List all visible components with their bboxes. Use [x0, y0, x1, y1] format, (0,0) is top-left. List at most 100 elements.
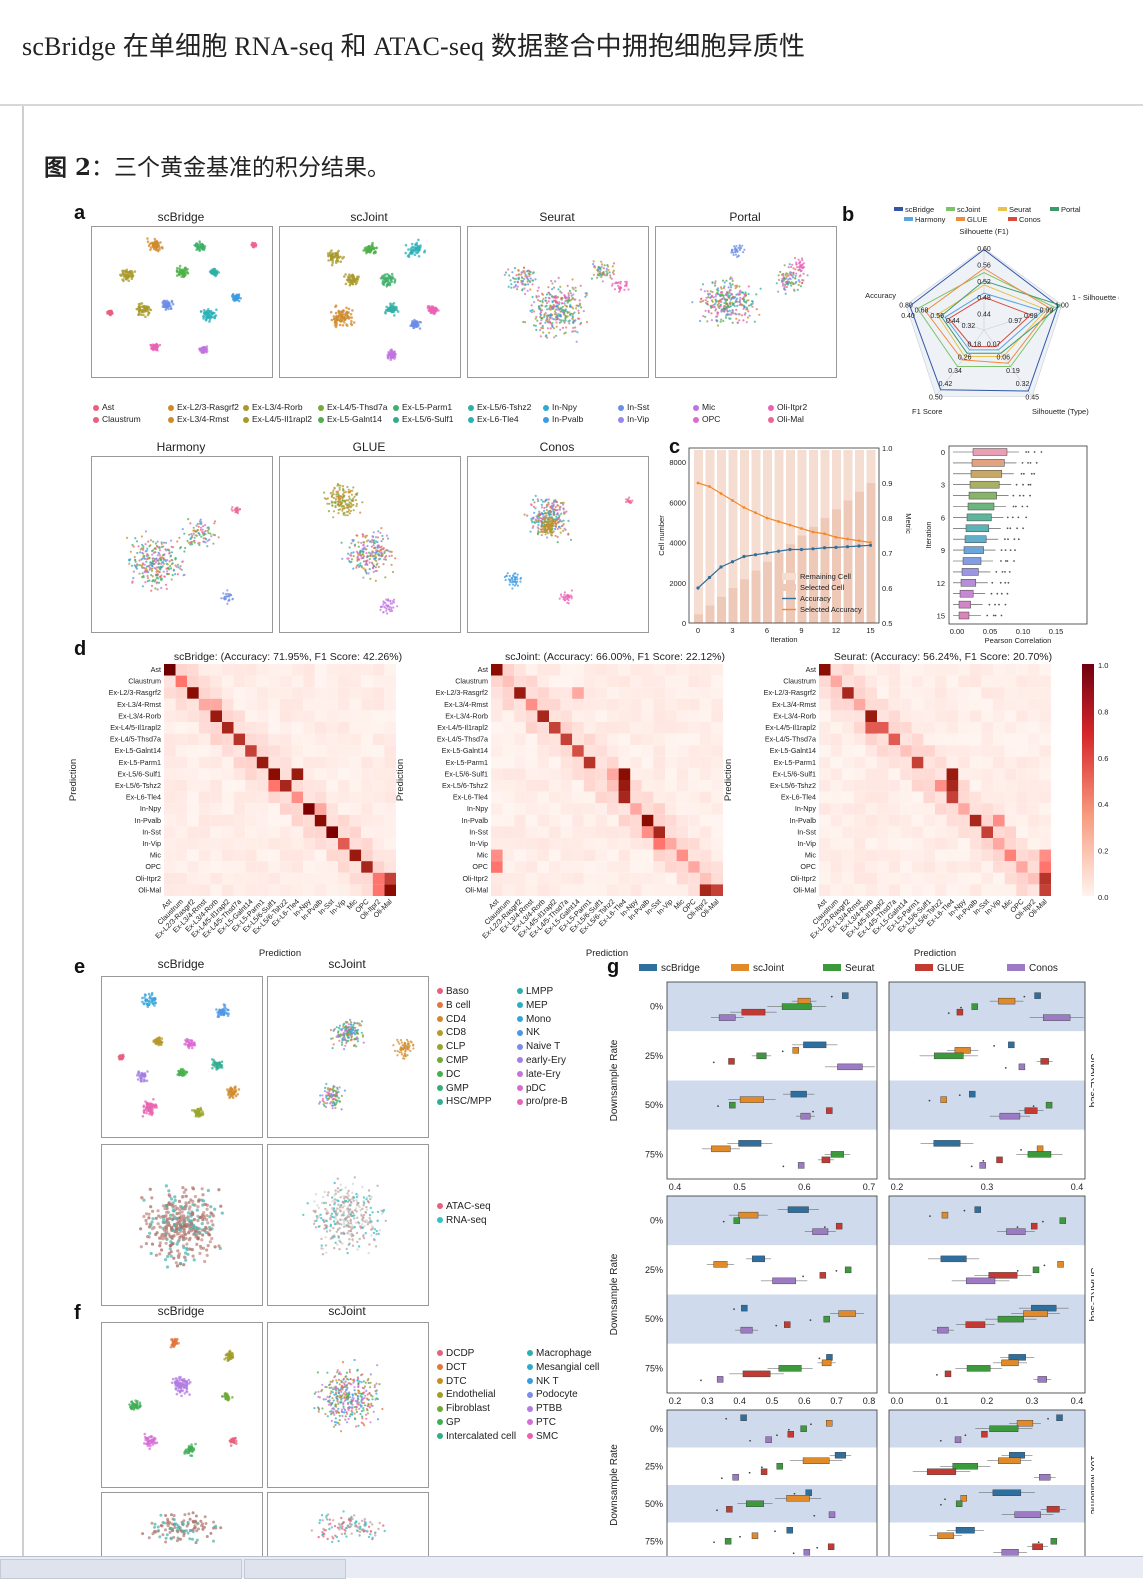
heatmap-cell — [854, 815, 866, 827]
legend-label: scBridge — [661, 963, 700, 974]
heatmap-cell — [854, 792, 866, 804]
taskbar-tab[interactable] — [244, 1559, 346, 1579]
heatmap-row-label: Mic — [805, 851, 817, 860]
heatmap-cell — [1005, 826, 1017, 838]
legend-label: Selected Accuracy — [800, 605, 862, 614]
heatmap-cell — [711, 838, 723, 850]
box — [945, 1371, 951, 1377]
heatmap-cell — [947, 850, 959, 862]
legend-label: GMP — [446, 1083, 469, 1094]
heatmap-cell — [315, 699, 327, 711]
heatmap-cell — [280, 873, 292, 885]
legend-label: GLUE — [967, 215, 987, 224]
heatmap-cell — [947, 838, 959, 850]
heatmap-cell — [292, 850, 304, 862]
legend-item: Mic — [693, 402, 715, 412]
outlier-point — [813, 1515, 815, 1517]
heatmap-cell — [607, 687, 619, 699]
heatmap-cell — [1028, 815, 1040, 827]
heatmap-cell — [653, 861, 665, 873]
legend-label: LMPP — [526, 986, 553, 997]
legend-item: Mesangial cell — [527, 1362, 599, 1373]
heatmap-cell — [514, 745, 526, 757]
legend-label: Podocyte — [536, 1389, 578, 1400]
legend-label: Ex-L4/5-Thsd7a — [327, 402, 387, 412]
band-75% — [667, 1523, 877, 1557]
heatmap-cell — [384, 873, 396, 885]
box — [956, 1501, 962, 1507]
heatmap-row-label: Ex-L4/5-Il1rapl2 — [110, 723, 161, 732]
heatmap-row-label: Ex-L5/6-Tshz2 — [442, 781, 488, 790]
panel-label-e: e — [74, 956, 85, 979]
heatmap-cell — [584, 710, 596, 722]
axis-label: Cell number — [657, 515, 666, 556]
taskbar-tab[interactable] — [0, 1559, 242, 1579]
outlier-point — [831, 996, 833, 998]
heatmap-cell — [947, 792, 959, 804]
heatmap-cell — [268, 792, 280, 804]
heatmap-cell — [268, 850, 280, 862]
heatmap-cell — [199, 884, 211, 896]
tick-label: 0.4 — [733, 1396, 746, 1406]
outlier-point — [944, 1498, 946, 1500]
box — [966, 1278, 995, 1284]
radar-tick-label: 0.18 — [968, 341, 982, 348]
heatmap-cell — [1005, 664, 1017, 676]
radar-tick-label: 1.00 — [1055, 303, 1069, 310]
heatmap-row-label: Ex-L2/3-Rasgrf2 — [109, 688, 161, 697]
heatmap-cell — [503, 884, 515, 896]
heatmap-cell — [711, 676, 723, 688]
heatmap-row-label: Ex-L4/5-Il1rapl2 — [765, 723, 816, 732]
heatmap-cell — [537, 815, 549, 827]
heatmap-cell — [584, 745, 596, 757]
legend-label: In-Sst — [627, 402, 649, 412]
selected-accuracy-point — [812, 531, 815, 534]
outlier-point — [775, 1325, 777, 1327]
heatmap-cell — [642, 745, 654, 757]
outlier-point — [1012, 517, 1014, 519]
heatmap-cell — [315, 687, 327, 699]
heatmap-cell — [503, 861, 515, 873]
heatmap-cell — [187, 676, 199, 688]
heatmap-cell — [630, 676, 642, 688]
outlier-point — [810, 1423, 812, 1425]
tick-label: 0.5 — [733, 1182, 746, 1192]
legend-label: GLUE — [937, 963, 965, 974]
heatmap-cell — [280, 792, 292, 804]
heatmap-cell — [514, 792, 526, 804]
heatmap-cell — [607, 884, 619, 896]
heatmap-cell — [199, 838, 211, 850]
tick-label: 0.5 — [766, 1396, 779, 1406]
heatmap-row-label: Mic — [477, 851, 489, 860]
heatmap-cell — [912, 861, 924, 873]
heatmap-cell — [677, 861, 689, 873]
heatmap-cell — [303, 873, 315, 885]
box — [955, 1437, 961, 1443]
heatmap-cell — [326, 699, 338, 711]
heatmap-cell — [584, 838, 596, 850]
axis-label: Downsample Rate — [609, 1253, 620, 1335]
heatmap-cell — [854, 757, 866, 769]
heatmap-cell — [842, 815, 854, 827]
heatmap-cell — [1028, 803, 1040, 815]
tick-label: 0.00 — [950, 627, 965, 636]
heatmap-cell — [245, 745, 257, 757]
legend-label: Oli-Itpr2 — [777, 402, 807, 412]
heatmap-cell — [491, 780, 503, 792]
heatmap-cell — [947, 826, 959, 838]
heatmap-cell — [700, 873, 712, 885]
heatmap-cell — [653, 838, 665, 850]
heatmap-cell — [572, 768, 584, 780]
heatmap-cell — [268, 722, 280, 734]
radar-tick-label: 0.19 — [1006, 368, 1020, 375]
heatmap-cell — [210, 745, 222, 757]
heatmap-cell — [865, 722, 877, 734]
heatmap-cell — [595, 792, 607, 804]
heatmap-cell — [549, 815, 561, 827]
heatmap-cell — [303, 710, 315, 722]
heatmap-cell — [176, 826, 188, 838]
heatmap-cell — [280, 745, 292, 757]
legend-swatch — [1007, 964, 1025, 971]
heatmap-cell — [642, 803, 654, 815]
box — [1015, 1512, 1041, 1518]
